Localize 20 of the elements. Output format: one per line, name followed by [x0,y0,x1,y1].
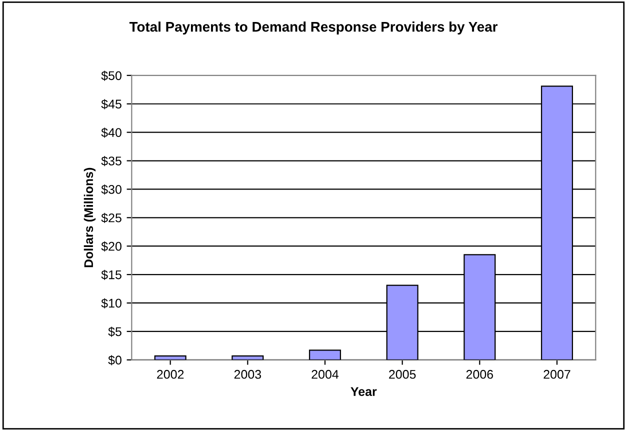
y-tick-label: $15 [101,270,122,280]
y-tick-label: $50 [101,70,122,81]
x-tick-label: 2007 [544,370,570,379]
y-tick-label: $0 [108,355,122,366]
x-tick-label: 2003 [234,370,262,379]
x-tick-label: 2005 [389,370,416,379]
y-tick-label: $30 [101,184,122,195]
y-tick-label: $20 [101,241,122,252]
y-axis-title: Dollars (Millions) [84,168,96,268]
x-tick-label: 2006 [466,370,494,379]
y-tick-label: $40 [101,128,122,138]
y-tick-label: $5 [108,326,122,337]
y-tick-label: $10 [101,298,122,308]
chart-title: Total Payments to Demand Response Providers by Year [129,22,498,34]
y-tick-label: $35 [101,156,122,166]
y-tick-label: $45 [101,99,122,110]
x-tick-label: 2004 [312,370,339,379]
x-axis-title: Year [350,387,377,396]
y-tick-label: $25 [101,212,122,224]
x-tick-label: 2002 [157,370,184,379]
